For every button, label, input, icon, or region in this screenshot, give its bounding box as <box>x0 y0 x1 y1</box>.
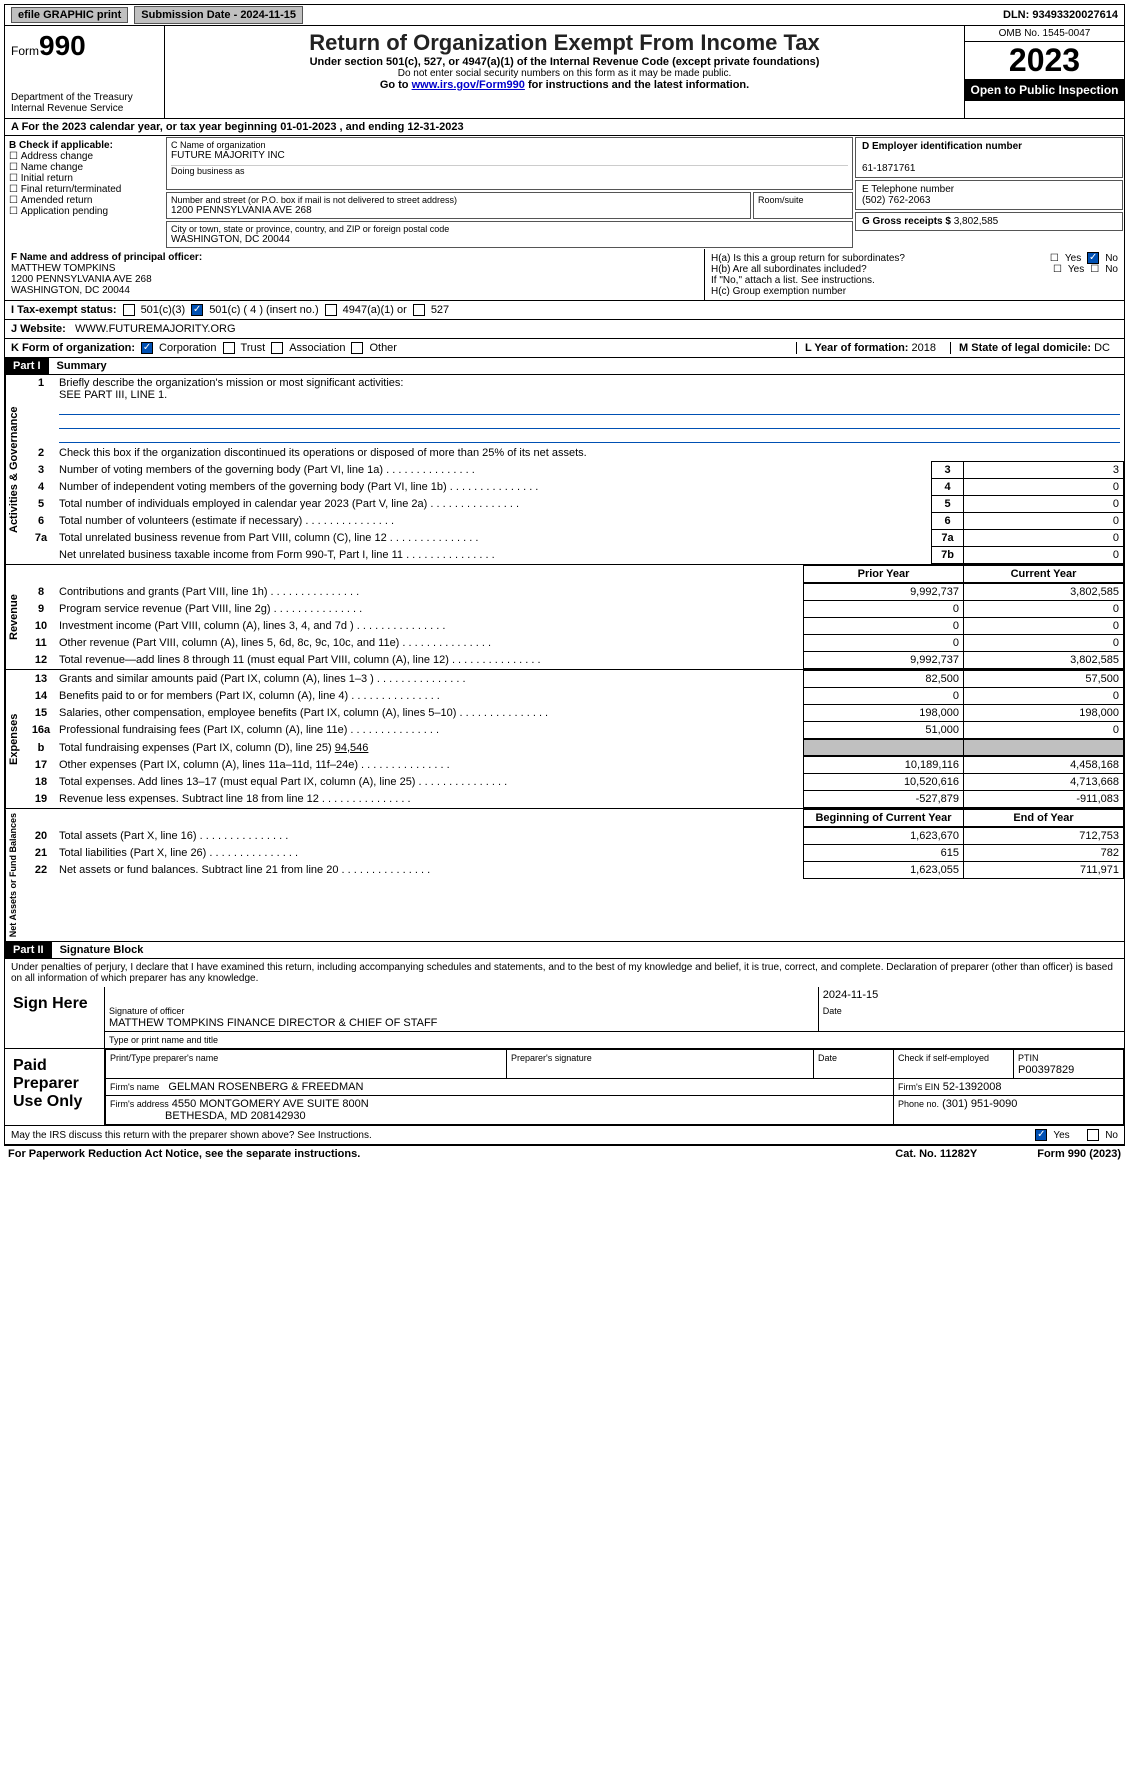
ssn-warning: Do not enter social security numbers on … <box>169 68 960 79</box>
dept-treasury: Department of the Treasury Internal Reve… <box>11 92 158 114</box>
street-box: Number and street (or P.O. box if mail i… <box>166 192 751 219</box>
501c3-checkbox[interactable] <box>123 304 135 316</box>
form-title: Return of Organization Exempt From Incom… <box>169 30 960 56</box>
discuss-yes-checkbox[interactable] <box>1035 1129 1047 1141</box>
omb-no: OMB No. 1545-0047 <box>965 26 1124 42</box>
b-label: B Check if applicable: <box>9 140 113 151</box>
expenses-section: Expenses 13Grants and similar amounts pa… <box>4 670 1125 809</box>
527-checkbox[interactable] <box>413 304 425 316</box>
paid-preparer-label: Paid Preparer Use Only <box>5 1049 105 1125</box>
identity-block: B Check if applicable: ☐ Address change … <box>4 136 1125 249</box>
open-public: Open to Public Inspection <box>965 79 1124 101</box>
corp-checkbox[interactable] <box>141 342 153 354</box>
ein-box: D Employer identification number 61-1871… <box>855 137 1123 178</box>
section-h: H(a) Is this a group return for subordin… <box>704 249 1124 300</box>
perjury-declaration: Under penalties of perjury, I declare th… <box>5 959 1124 987</box>
part1-header: Part ISummary <box>4 358 1125 375</box>
goto-line: Go to www.irs.gov/Form990 for instructio… <box>169 79 960 91</box>
line-a-tax-year: A For the 2023 calendar year, or tax yea… <box>4 119 1125 136</box>
4947-checkbox[interactable] <box>325 304 337 316</box>
website-row: J Website: WWW.FUTUREMAJORITY.ORG <box>4 320 1125 339</box>
city-box: City or town, state or province, country… <box>166 221 853 248</box>
tax-exempt-row: I Tax-exempt status: 501(c)(3) 501(c) ( … <box>4 301 1125 320</box>
mission-text: SEE PART III, LINE 1. <box>59 389 167 401</box>
efile-print-button[interactable]: efile GRAPHIC print <box>11 7 128 23</box>
signature-block: Under penalties of perjury, I declare th… <box>4 959 1125 1145</box>
form-header: Form990 Department of the Treasury Inter… <box>4 26 1125 119</box>
gross-receipts-box: G Gross receipts $ 3,802,585 <box>855 212 1123 231</box>
f-h-block: F Name and address of principal officer:… <box>4 249 1125 301</box>
room-box: Room/suite <box>753 192 853 219</box>
dln: DLN: 93493320027614 <box>997 7 1124 23</box>
gov-section: Activities & Governance 1 Briefly descri… <box>4 375 1125 565</box>
principal-officer: F Name and address of principal officer:… <box>5 249 704 300</box>
501c-checkbox[interactable] <box>191 304 203 316</box>
org-name: FUTURE MAJORITY INC <box>171 150 848 161</box>
gov-label: Activities & Governance <box>5 375 27 564</box>
submission-date: Submission Date - 2024-11-15 <box>134 6 303 24</box>
part2-header: Part IISignature Block <box>4 942 1125 959</box>
sign-here-label: Sign Here <box>5 987 105 1048</box>
org-name-box: C Name of organization FUTURE MAJORITY I… <box>166 137 853 190</box>
page-footer: For Paperwork Reduction Act Notice, see … <box>4 1145 1125 1162</box>
website-value: WWW.FUTUREMAJORITY.ORG <box>75 323 236 335</box>
discuss-no-checkbox[interactable] <box>1087 1129 1099 1141</box>
irs-link[interactable]: www.irs.gov/Form990 <box>412 79 525 91</box>
h-a-no-checkbox[interactable] <box>1087 252 1099 264</box>
k-l-m-row: K Form of organization: Corporation Trus… <box>4 339 1125 358</box>
revenue-section: Revenue Prior Year Current Year 8Contrib… <box>4 565 1125 670</box>
tax-year: 2023 <box>965 42 1124 79</box>
netassets-section: Net Assets or Fund Balances Beginning of… <box>4 809 1125 942</box>
form-subtitle: Under section 501(c), 527, or 4947(a)(1)… <box>169 56 960 68</box>
discuss-question: May the IRS discuss this return with the… <box>11 1130 1029 1141</box>
form-number: Form990 <box>11 30 158 62</box>
top-bar: efile GRAPHIC print Submission Date - 20… <box>4 4 1125 26</box>
section-b: B Check if applicable: ☐ Address change … <box>5 136 165 249</box>
phone-box: E Telephone number (502) 762-2063 <box>855 180 1123 210</box>
